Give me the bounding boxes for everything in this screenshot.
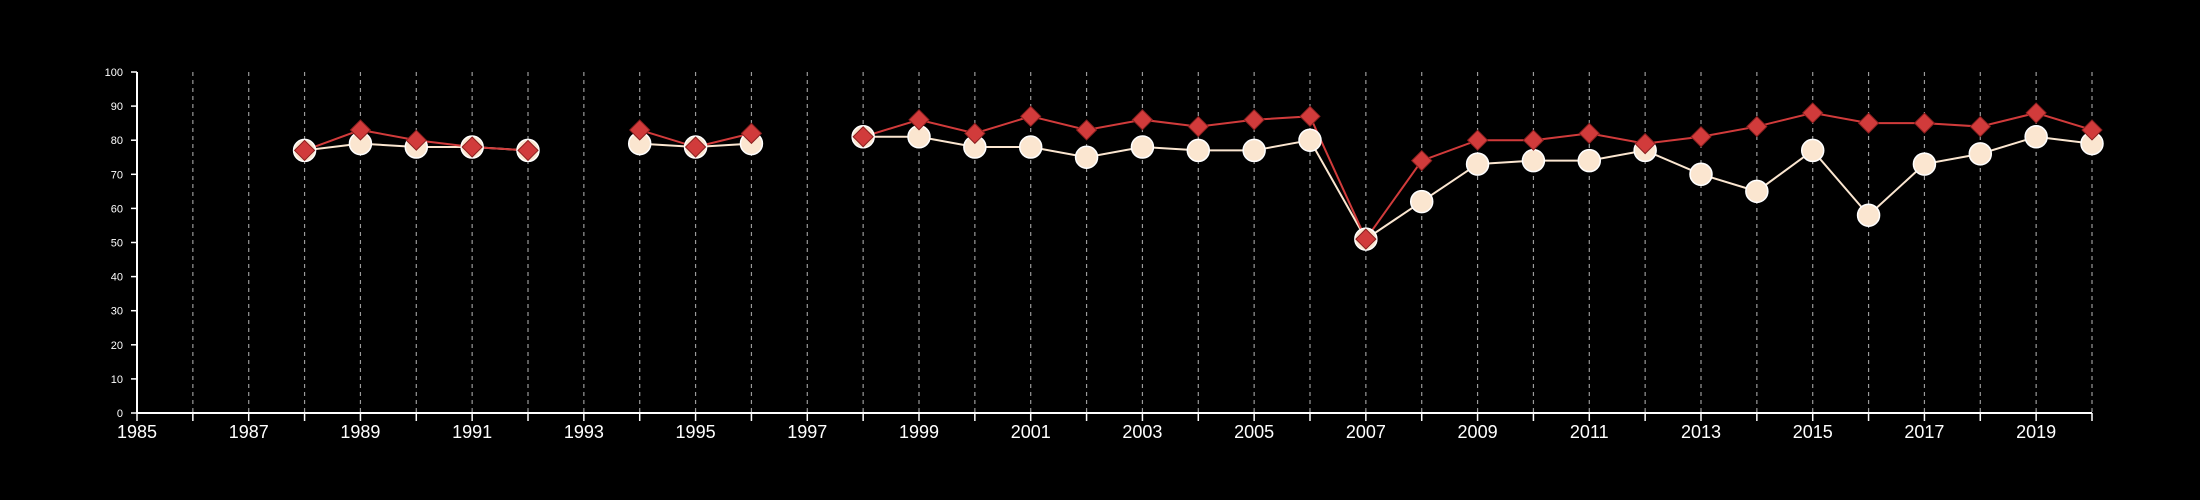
series-1-point-2001 [1020, 105, 1042, 128]
series-1-point-1999 [908, 109, 930, 131]
x-tick-label-2001: 2001 [1011, 422, 1051, 442]
series-1-point-2020 [2081, 119, 2103, 141]
series-1-point-2000 [964, 122, 986, 145]
series-1-point-1998 [852, 126, 874, 148]
x-tick-label-2015: 2015 [1793, 422, 1833, 442]
series-1-point-1992 [517, 139, 539, 162]
x-tick-label-2013: 2013 [1681, 422, 1721, 442]
series-1-point-2007 [1355, 228, 1377, 250]
x-tick-label-1995: 1995 [676, 422, 716, 442]
y-tick-label-50: 50 [111, 238, 123, 250]
x-tick-label-1993: 1993 [564, 422, 604, 442]
series-0-point-2009 [1465, 152, 1490, 176]
series-1-point-2002 [1075, 119, 1098, 141]
series-0-point-2013 [1689, 162, 1713, 187]
series-1-point-2005 [1243, 109, 1265, 131]
series-0-point-2015 [1800, 138, 1825, 163]
series-1-point-1990 [405, 129, 427, 151]
series-1-point-1994 [629, 119, 651, 141]
y-tick-label-20: 20 [111, 340, 123, 352]
axes [131, 71, 2093, 421]
series-1-point-2010 [1522, 129, 1545, 151]
series-1-point-1995 [684, 136, 707, 158]
series-0-point-2011 [1577, 148, 1602, 173]
series-1-point-2017 [1913, 112, 1936, 134]
y-tick-label-90: 90 [111, 101, 123, 113]
y-tick-label-100: 100 [105, 67, 123, 79]
series-1-point-1991 [461, 136, 483, 158]
y-tick-label-70: 70 [111, 169, 123, 181]
series-1-point-2014 [1746, 115, 1768, 138]
series-0-point-2005 [1242, 138, 1266, 163]
series-1-point-2003 [1131, 109, 1154, 131]
tick-labels: 0 10 20 30 40 50 60 70 80 90 100 1985 1987 1989 1991 19… [105, 67, 2057, 442]
series-1-point-2018 [1969, 115, 1991, 138]
series-1-point-2016 [1857, 112, 1880, 134]
series-1-point-2006 [1299, 105, 1321, 128]
x-tick-label-1999: 1999 [899, 422, 939, 442]
x-tick-label-1991: 1991 [452, 422, 492, 442]
series-0-point-2018 [1968, 142, 1993, 166]
x-tick-label-1987: 1987 [229, 422, 269, 442]
y-tick-label-10: 10 [111, 374, 123, 386]
series-1-point-1988 [293, 139, 316, 162]
series-0-point-2003 [1130, 135, 1155, 159]
series-0-point-2002 [1074, 145, 1099, 169]
series-1-point-2012 [1634, 132, 1656, 155]
series-0-point-2014 [1745, 179, 1769, 204]
series-0-point-2001 [1018, 135, 1043, 159]
series-1-point-2013 [1690, 126, 1712, 148]
x-tick-label-2005: 2005 [1234, 422, 1274, 442]
x-tick-label-2019: 2019 [2016, 422, 2056, 442]
x-tick-label-2003: 2003 [1122, 422, 1162, 442]
x-tick-label-2011: 2011 [1570, 422, 1609, 442]
x-tick-label-1997: 1997 [787, 422, 827, 442]
y-tick-label-0: 0 [117, 408, 123, 420]
series-0-point-2004 [1186, 138, 1211, 163]
series-1-point-2011 [1578, 122, 1600, 145]
series-1-point-2008 [1411, 149, 1433, 172]
y-tick-label-60: 60 [111, 203, 123, 215]
y-tick-label-40: 40 [111, 272, 123, 284]
series-0-point-2019 [2024, 125, 2048, 149]
series-1-point-1989 [349, 119, 372, 141]
x-tick-label-1989: 1989 [340, 422, 380, 442]
series-0-point-2017 [1912, 152, 1937, 176]
series-0-point-2016 [1856, 203, 1881, 227]
x-tick-label-1985: 1985 [117, 422, 157, 442]
y-tick-label-80: 80 [111, 135, 123, 147]
series-1-point-2019 [2025, 102, 2047, 124]
x-tick-label-2017: 2017 [1904, 422, 1944, 442]
series-0-point-2008 [1409, 189, 1434, 214]
x-tick-label-2007: 2007 [1346, 422, 1386, 442]
series-1-point-2004 [1187, 115, 1209, 138]
series-0-point-2010 [1521, 148, 1546, 173]
series-1-point-1996 [740, 122, 763, 145]
x-tick-label-2009: 2009 [1458, 422, 1498, 442]
series-1-point-2009 [1466, 129, 1489, 151]
y-tick-label-30: 30 [111, 306, 123, 318]
series-1-point-2015 [1802, 102, 1824, 124]
series-0-point-2006 [1298, 128, 1322, 152]
series-markers [292, 102, 2104, 251]
